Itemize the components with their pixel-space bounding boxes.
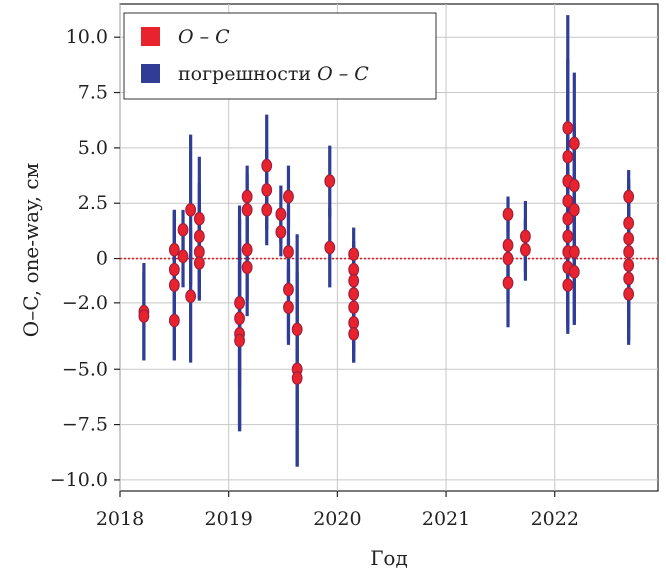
data-point [168,278,180,292]
data-point [275,225,287,239]
data-point [275,207,287,222]
data-point [234,311,245,326]
data-point [562,121,574,135]
legend-item-o-c: O – C [178,26,230,48]
data-point [177,222,189,237]
y-tick-label: 7.5 [78,82,108,104]
data-point [283,282,294,297]
data-point [261,158,273,173]
y-tick-label: 10.0 [66,26,108,48]
data-point [568,178,580,193]
y-tick-label: −10.0 [50,469,108,491]
data-point [623,216,635,230]
data-point [138,309,150,323]
data-point [502,238,514,253]
data-point [241,242,253,257]
data-point [502,207,514,222]
data-point [241,203,253,217]
data-point [562,229,574,244]
data-point [185,289,197,303]
x-axis-title: Год [370,546,408,570]
data-point [562,278,574,292]
data-point [177,249,189,264]
data-point [568,265,580,279]
data-point [168,262,180,277]
data-point [291,371,303,385]
x-tick-label: 2022 [531,508,579,530]
point-layer [138,121,635,385]
y-tick-label: 5.0 [78,137,108,159]
data-point [502,276,514,290]
legend-marker-swatch [141,27,160,46]
data-point [562,149,574,164]
y-tick-label: −5.0 [62,358,108,380]
data-point [623,245,635,259]
data-point [241,260,253,275]
data-point [168,313,180,328]
data-point [283,189,294,204]
data-point [348,287,360,301]
x-axis: 2018 2019 2020 2021 2022 [96,491,579,530]
x-tick-label: 2020 [313,508,361,530]
legend-errorbar-swatch [141,64,160,83]
x-tick-label: 2021 [422,508,470,530]
data-point [568,245,580,259]
y-axis: 10.0 7.5 5.0 2.5 0 −2.0 −5.0 −7.5 −10.0 [50,26,120,491]
data-point [562,211,574,226]
x-tick-label: 2018 [96,508,144,530]
legend-item-o-c-label: O – C [178,26,230,48]
data-point [261,183,273,197]
data-point [324,174,336,188]
data-point [520,229,531,244]
data-point [623,189,635,204]
data-point [193,256,205,270]
data-point [193,229,205,244]
data-point [568,136,580,151]
y-axis-title: O–C, one-way, см [19,163,43,337]
y-tick-label: 2.5 [78,192,108,214]
legend-box [123,12,437,100]
legend: O – C погрешности O – C [123,12,437,100]
data-point [261,203,273,217]
data-point [348,327,360,341]
data-point [283,300,294,315]
data-point [241,189,253,204]
data-point [193,211,205,226]
data-point [185,203,197,217]
y-tick-label: −7.5 [62,414,108,436]
y-tick-label: 0 [96,248,108,270]
data-point [291,322,303,337]
data-point [234,296,245,310]
data-point [283,245,294,259]
data-point [520,242,531,257]
data-point [348,273,360,288]
y-tick-label: −2.0 [62,292,108,314]
data-point [623,231,635,246]
data-point [623,287,635,301]
data-point [502,251,514,266]
legend-item-errors-text: погрешности [178,63,317,85]
data-point [348,247,360,261]
data-point [623,271,635,286]
legend-item-errors: погрешности O – C [178,63,369,85]
data-point [234,333,245,348]
data-point [168,242,180,257]
data-point [562,194,574,208]
data-point [623,258,635,273]
data-point [568,203,580,217]
data-point [348,300,360,315]
x-tick-label: 2019 [205,508,253,530]
data-point [324,240,336,255]
legend-item-errors-italic: O – C [317,63,369,85]
